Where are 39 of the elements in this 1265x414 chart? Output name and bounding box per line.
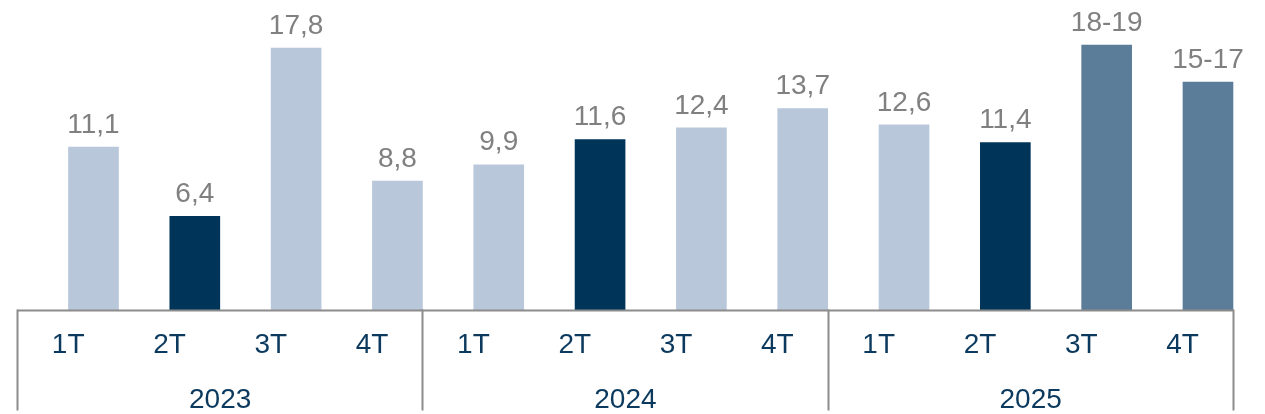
text: 2024 [594,382,657,414]
data-label: 6,4 [175,177,215,209]
bar [574,139,626,311]
bar [270,47,322,311]
data-label: 11,6 [573,100,627,132]
bar [980,142,1031,311]
x-tick-label: 3T [659,327,693,359]
x-tick-label: 2T [558,327,592,359]
x-tick-label: 2T [153,327,186,359]
x-tick-label: 2T [963,327,997,359]
data-label: 9,9 [479,125,519,157]
bar [1081,44,1132,311]
x-tick-label: 4T [355,327,389,359]
bar [676,127,727,311]
data-label: 12,4 [674,88,729,120]
bar [1182,81,1234,311]
x-tick-label: 1T [457,327,490,359]
data-label: 11,4 [979,103,1032,135]
data-label: 8,8 [377,141,417,173]
text: 2023 [188,382,252,414]
data-label: 11,1 [67,107,120,139]
data-label: 13,7 [775,69,830,101]
x-tick-label: 4T [1166,327,1199,359]
x-tick-label: 1T [862,327,896,359]
data-label: 15-17 [1172,42,1244,74]
x-tick-label: 1T [51,327,85,359]
data-label: 17,8 [268,8,324,40]
data-label: 18-19 [1070,5,1143,37]
text: 2025 [999,382,1062,414]
bar [878,124,930,311]
x-tick-label: 3T [1064,327,1098,359]
bar [68,146,119,311]
bar [372,180,423,311]
bar [473,164,525,311]
x-tick-label: 3T [254,327,288,359]
bar [169,216,221,311]
bar [777,108,829,311]
data-label: 12,6 [876,85,932,117]
x-tick-label: 4T [761,327,794,359]
